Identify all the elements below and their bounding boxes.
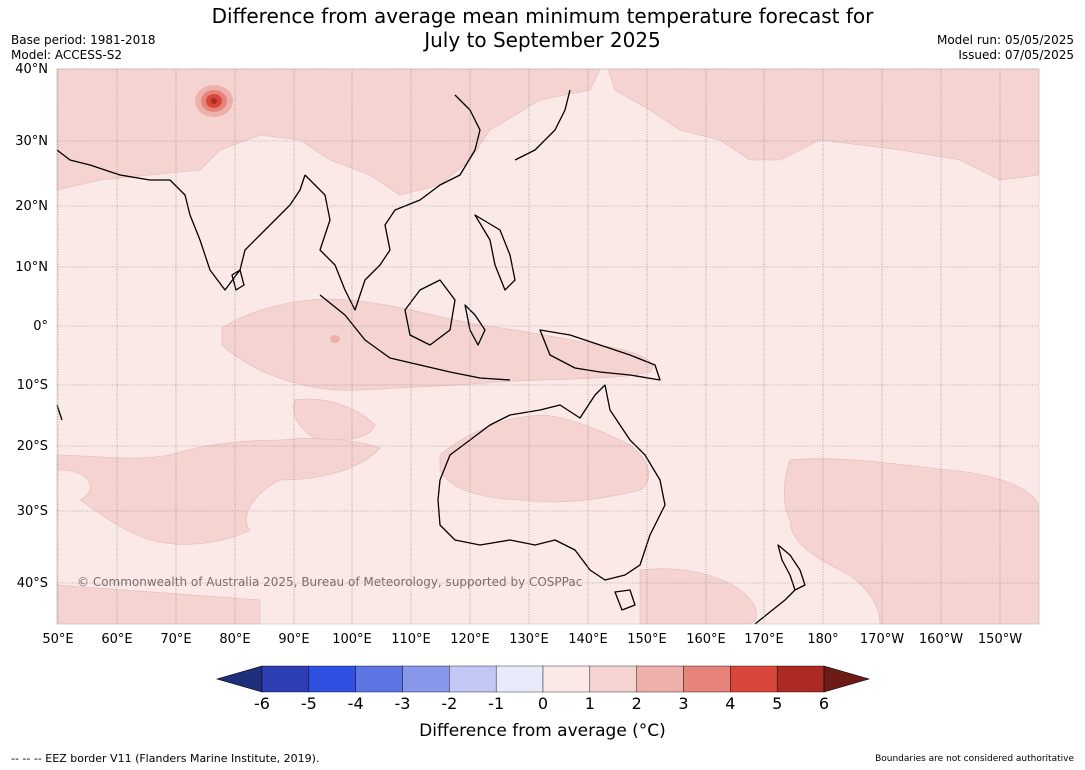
boundary-disclaimer: Boundaries are not considered authoritat…: [875, 754, 1074, 764]
colorbar-tick-label: -2: [441, 694, 458, 713]
colorbar-tick-label: -3: [394, 694, 411, 713]
title-line-2: July to September 2025: [424, 28, 661, 52]
colorbar-swatch: [683, 665, 731, 693]
asia-warm-region: [56, 68, 601, 196]
south-indian-warm-region: [56, 438, 381, 600]
colorbar-swatch: [449, 665, 497, 693]
tasman-warm-region: [639, 568, 757, 625]
anomaly-band-1-2: [56, 68, 1040, 625]
coast-sri-lanka: [231, 269, 245, 291]
colorbar-tick-label: 5: [772, 694, 783, 713]
lat-label-40s: 40°S: [16, 576, 48, 591]
hotspot-small: [330, 335, 340, 343]
lat-label-20n: 20°N: [15, 199, 48, 214]
colorbar-tick-label: -6: [254, 694, 270, 713]
map-frame: [56, 68, 1040, 625]
lon-label-180: 180°: [807, 632, 839, 647]
colorbar-tick-label: 6: [818, 694, 830, 713]
coastlines: [56, 89, 806, 625]
title-line-1: Difference from average mean minimum tem…: [211, 4, 874, 28]
colorbar-swatch: [261, 665, 310, 693]
graticule: [57, 68, 1039, 624]
equatorial-indian-warm-region: [221, 298, 653, 391]
australia-warm-region: [439, 414, 649, 503]
coast-indochina: [304, 94, 481, 311]
lat-label-10n: 10°N: [15, 260, 48, 275]
lon-label-150w: 150°W: [977, 632, 1023, 647]
lon-label-120e: 120°E: [450, 632, 490, 647]
coast-borneo: [404, 279, 456, 346]
coast-sumatra-java: [319, 294, 511, 381]
colorbar-extend-high: [823, 665, 871, 693]
lon-label-170w: 170°W: [859, 632, 905, 647]
coast-new-guinea: [539, 329, 661, 381]
lat-label-40n: 40°N: [15, 62, 48, 77]
lat-label-20s: 20°S: [16, 439, 48, 454]
coast-australia: [437, 384, 666, 581]
lon-label-90e: 90°E: [278, 632, 310, 647]
lon-label-150e: 150°E: [627, 632, 667, 647]
coast-sulawesi: [464, 304, 486, 346]
colorbar-tick-label: 2: [631, 694, 642, 713]
lon-label-130e: 130°E: [509, 632, 549, 647]
colorbar-tick-label: 3: [678, 694, 689, 713]
colorbar-swatch: [776, 665, 825, 693]
colorbar-extend-low: [215, 665, 263, 693]
north-pacific-warm-region: [607, 68, 1040, 181]
coast-new-zealand-south: [754, 589, 796, 625]
colorbar-swatch: [495, 665, 544, 693]
colorbar-swatch: [355, 665, 403, 693]
lon-label-50e: 50°E: [42, 632, 74, 647]
colorbar-tick-label: 4: [725, 694, 736, 713]
lon-label-110e: 110°E: [391, 632, 431, 647]
lat-label-30n: 30°N: [15, 134, 48, 149]
lon-label-100e: 100°E: [332, 632, 372, 647]
colorbar-tick-label: -4: [347, 694, 364, 713]
colorbar: [215, 665, 871, 693]
colorbar-tick-label: 1: [584, 694, 595, 713]
issued-date: Issued: 07/05/2025: [958, 48, 1074, 62]
colorbar-label: Difference from average (°C): [419, 721, 666, 741]
lat-label-30s: 30°S: [16, 504, 48, 519]
southern-ocean-warm-region: [56, 584, 261, 625]
lat-label-10s: 10°S: [16, 378, 48, 393]
colorbar-swatch: [589, 665, 637, 693]
lon-label-160w: 160°W: [918, 632, 964, 647]
meta-left: Base period: 1981-2018 Model: ACCESS-S2: [11, 33, 156, 63]
coast-japan: [514, 89, 571, 161]
base-period: Base period: 1981-2018: [11, 33, 156, 47]
chart-title: Difference from average mean minimum tem…: [0, 4, 1085, 52]
lon-label-140e: 140°E: [568, 632, 608, 647]
colorbar-tick-label: -1: [488, 694, 505, 713]
model-name: Model: ACCESS-S2: [11, 48, 123, 62]
coast-philippines: [474, 214, 516, 291]
colorbar-tick-label: -5: [300, 694, 317, 713]
meta-right: Model run: 05/05/2025 Issued: 07/05/2025: [937, 33, 1074, 63]
hotspot-himalaya: [195, 85, 233, 117]
lat-label-0: 0°: [33, 319, 48, 334]
colorbar-swatch: [542, 665, 591, 693]
copyright-notice: © Commonwealth of Australia 2025, Bureau…: [77, 575, 583, 589]
coast-arabia-india: [56, 149, 306, 291]
south-indian-patch: [293, 398, 376, 441]
lon-label-70e: 70°E: [160, 632, 192, 647]
coast-new-zealand-north: [777, 544, 806, 591]
colorbar-swatch: [636, 665, 684, 693]
lon-label-160e: 160°E: [686, 632, 726, 647]
coast-tasmania: [614, 589, 636, 611]
lon-label-170e: 170°E: [744, 632, 784, 647]
colorbar-swatch: [308, 665, 356, 693]
lon-label-60e: 60°E: [101, 632, 133, 647]
colorbar-swatch: [402, 665, 450, 693]
lon-label-80e: 80°E: [219, 632, 251, 647]
model-run: Model run: 05/05/2025: [936, 33, 1074, 47]
eez-note: -- -- -- EEZ border V11 (Flanders Marine…: [11, 752, 320, 765]
colorbar-swatch: [730, 665, 778, 693]
colorbar-tick-label: 0: [537, 694, 549, 713]
